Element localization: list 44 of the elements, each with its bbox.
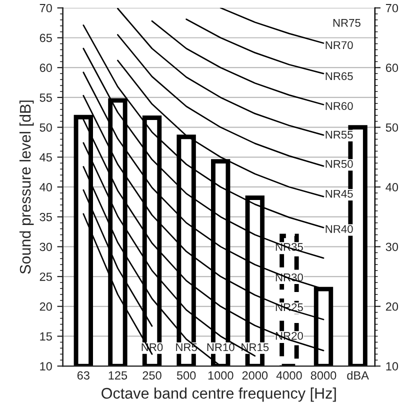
x-tick-label: 2000 <box>242 371 268 380</box>
x-axis-title: Octave band centre frequency [Hz] <box>102 388 336 402</box>
y2-tick-label: 70 <box>386 4 398 12</box>
y-tick-label: 70 <box>40 4 52 12</box>
annotation: NR75 <box>333 19 360 27</box>
annotation: NR70 <box>326 41 353 50</box>
annotation: NR50 <box>326 160 353 168</box>
x-tick-label: 4000 <box>276 371 302 380</box>
x-tick-label: 500 <box>176 371 196 380</box>
annotation: NR55 <box>326 130 353 139</box>
annotation: NR15 <box>242 343 269 352</box>
y2-tick-label: 60 <box>386 64 398 72</box>
y-axis-title: Sound pressure level [dB] <box>19 100 34 274</box>
x-tick-label: 125 <box>108 371 128 380</box>
y-tick-label: 15 <box>40 332 52 341</box>
y2-tick-label: 30 <box>386 242 398 252</box>
annotation: NR10 <box>207 343 234 352</box>
annotation: NR60 <box>326 102 353 110</box>
annotation: NR65 <box>326 72 353 80</box>
y2-tick-label: 50 <box>386 123 398 132</box>
annotation: NR40 <box>326 225 353 233</box>
annotation: NR45 <box>326 190 353 198</box>
x-tick-label: 8000 <box>310 371 336 380</box>
y-tick-label: 45 <box>40 153 52 162</box>
line-series <box>117 8 324 136</box>
line-series <box>117 34 324 167</box>
x-tick-label: 250 <box>142 371 162 380</box>
y-tick-label: 30 <box>40 242 52 252</box>
x-tick-label: 63 <box>77 371 90 380</box>
annotation: NR5 <box>176 343 197 352</box>
y-tick-label: 50 <box>40 123 52 132</box>
y-tick-label: 55 <box>40 94 52 102</box>
y-tick-label: 65 <box>40 34 52 42</box>
y-tick-label: 10 <box>40 362 52 370</box>
y-tick-label: 25 <box>40 272 52 281</box>
y2-tick-label: 20 <box>386 302 398 311</box>
x-tick-label: 1000 <box>208 371 234 380</box>
y-tick-label: 60 <box>40 64 52 72</box>
y-tick-label: 40 <box>40 183 52 192</box>
y2-tick-label: 40 <box>386 183 398 192</box>
x-tick-label: dBA <box>347 370 369 380</box>
y2-tick-label: 10 <box>386 362 398 370</box>
y-tick-label: 35 <box>40 212 52 222</box>
y-tick-label: 20 <box>40 302 52 311</box>
